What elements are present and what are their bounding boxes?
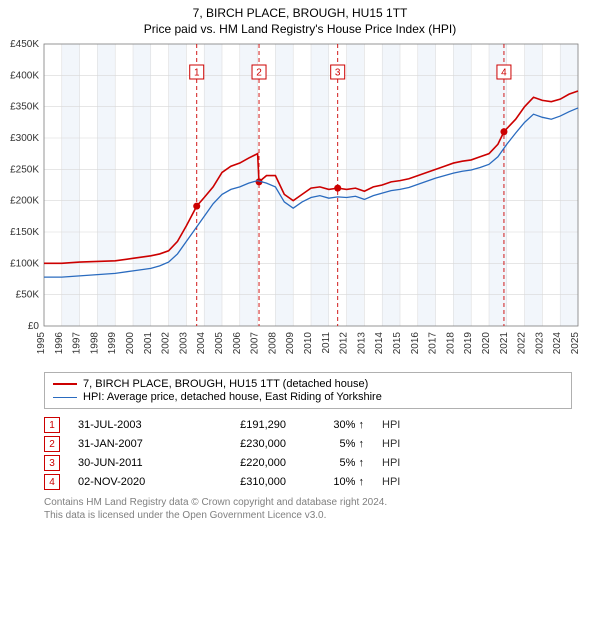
svg-text:2023: 2023 <box>534 332 545 355</box>
svg-text:2025: 2025 <box>570 332 581 355</box>
svg-text:2024: 2024 <box>552 332 563 355</box>
transaction-row: 3 30-JUN-2011 £220,000 5% ↑ HPI <box>44 455 572 471</box>
svg-text:2008: 2008 <box>267 332 278 355</box>
svg-text:2022: 2022 <box>517 332 528 355</box>
transaction-hpi-label: HPI <box>382 419 400 431</box>
transaction-row: 1 31-JUL-2003 £191,290 30% ↑ HPI <box>44 417 572 433</box>
svg-text:£200K: £200K <box>10 196 39 207</box>
svg-text:1995: 1995 <box>36 332 47 355</box>
legend-swatch <box>53 383 77 385</box>
svg-text:2015: 2015 <box>392 332 403 355</box>
transactions-table: 1 31-JUL-2003 £191,290 30% ↑ HPI 2 31-JAN-2007… <box>44 417 572 490</box>
transaction-price: £230,000 <box>206 438 286 450</box>
svg-text:2: 2 <box>256 68 262 79</box>
svg-text:2020: 2020 <box>481 332 492 355</box>
transaction-pct: 5% ↑ <box>304 438 364 450</box>
transaction-row: 4 02-NOV-2020 £310,000 10% ↑ HPI <box>44 474 572 490</box>
svg-text:2002: 2002 <box>161 332 172 355</box>
transaction-price: £220,000 <box>206 457 286 469</box>
chart-subtitle: Price paid vs. HM Land Registry's House … <box>0 22 600 36</box>
transaction-date: 30-JUN-2011 <box>78 457 188 469</box>
svg-text:£0: £0 <box>28 321 40 332</box>
chart-title: 7, BIRCH PLACE, BROUGH, HU15 1TT <box>0 0 600 20</box>
transaction-hpi-label: HPI <box>382 476 400 488</box>
svg-text:1998: 1998 <box>89 332 100 355</box>
svg-text:2017: 2017 <box>428 332 439 355</box>
svg-text:2019: 2019 <box>463 332 474 355</box>
transaction-date: 31-JAN-2007 <box>78 438 188 450</box>
svg-text:2018: 2018 <box>445 332 456 355</box>
transaction-price: £310,000 <box>206 476 286 488</box>
price-chart: £0 £50K £100K £150K £200K £250K £300K £350K £400… <box>0 36 600 366</box>
svg-text:3: 3 <box>335 68 341 79</box>
transaction-badge: 3 <box>44 455 60 471</box>
svg-text:1: 1 <box>194 68 200 79</box>
svg-text:1997: 1997 <box>72 332 83 355</box>
svg-text:2000: 2000 <box>125 332 136 355</box>
svg-text:2004: 2004 <box>196 332 207 355</box>
svg-text:£150K: £150K <box>10 227 39 238</box>
svg-text:1996: 1996 <box>54 332 65 355</box>
svg-text:2005: 2005 <box>214 332 225 355</box>
svg-text:£400K: £400K <box>10 70 39 81</box>
legend-item: HPI: Average price, detached house, East… <box>53 391 563 403</box>
footer-line-1: Contains HM Land Registry data © Crown c… <box>44 496 572 509</box>
svg-text:£100K: £100K <box>10 258 39 269</box>
svg-text:2011: 2011 <box>321 332 332 354</box>
svg-text:2006: 2006 <box>232 332 243 355</box>
svg-text:2021: 2021 <box>499 332 510 355</box>
svg-text:2013: 2013 <box>356 332 367 355</box>
legend-box: 7, BIRCH PLACE, BROUGH, HU15 1TT (detach… <box>44 372 572 409</box>
transaction-pct: 10% ↑ <box>304 476 364 488</box>
svg-text:£350K: £350K <box>10 102 39 113</box>
svg-text:£250K: £250K <box>10 164 39 175</box>
svg-text:2009: 2009 <box>285 332 296 355</box>
transaction-date: 02-NOV-2020 <box>78 476 188 488</box>
svg-text:2010: 2010 <box>303 332 314 355</box>
transaction-date: 31-JUL-2003 <box>78 419 188 431</box>
svg-text:£50K: £50K <box>16 290 40 301</box>
svg-text:2012: 2012 <box>339 332 350 355</box>
transaction-badge: 2 <box>44 436 60 452</box>
svg-text:£450K: £450K <box>10 39 39 50</box>
svg-text:4: 4 <box>501 68 507 79</box>
transaction-badge: 4 <box>44 474 60 490</box>
transaction-row: 2 31-JAN-2007 £230,000 5% ↑ HPI <box>44 436 572 452</box>
svg-text:2016: 2016 <box>410 332 421 355</box>
transaction-hpi-label: HPI <box>382 438 400 450</box>
svg-text:2003: 2003 <box>178 332 189 355</box>
svg-text:1999: 1999 <box>107 332 118 355</box>
svg-text:2001: 2001 <box>143 332 154 355</box>
legend-item: 7, BIRCH PLACE, BROUGH, HU15 1TT (detach… <box>53 378 563 390</box>
transaction-pct: 30% ↑ <box>304 419 364 431</box>
svg-text:£300K: £300K <box>10 133 39 144</box>
transaction-hpi-label: HPI <box>382 457 400 469</box>
footer-attribution: Contains HM Land Registry data © Crown c… <box>44 496 572 522</box>
svg-text:2014: 2014 <box>374 332 385 355</box>
transaction-badge: 1 <box>44 417 60 433</box>
transaction-pct: 5% ↑ <box>304 457 364 469</box>
legend-label: HPI: Average price, detached house, East… <box>83 391 382 403</box>
transaction-price: £191,290 <box>206 419 286 431</box>
footer-line-2: This data is licensed under the Open Gov… <box>44 509 572 522</box>
svg-text:2007: 2007 <box>250 332 261 355</box>
legend-label: 7, BIRCH PLACE, BROUGH, HU15 1TT (detach… <box>83 378 368 390</box>
legend-swatch <box>53 397 77 398</box>
